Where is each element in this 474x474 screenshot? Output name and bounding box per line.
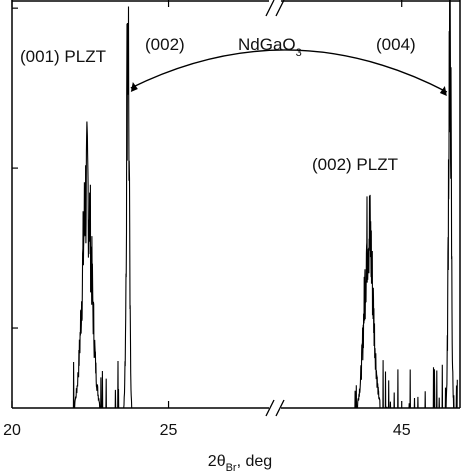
series-trace-0 bbox=[68, 6, 138, 409]
axis-break-bottom-slash-1 bbox=[265, 399, 275, 417]
x-axis-title-subscript: Br bbox=[226, 462, 237, 474]
ndgao3-arrowhead-left bbox=[130, 82, 138, 92]
annotation-ndgao3: NdGaO3 bbox=[238, 35, 302, 59]
x-tick-label-2: 45 bbox=[393, 422, 411, 439]
annotation-ndgao3-sub: 3 bbox=[296, 47, 302, 59]
axis-break-top bbox=[265, 0, 285, 17]
axis-break-top-slash-2 bbox=[275, 0, 285, 17]
x-tick-label-0: 20 bbox=[3, 422, 21, 439]
x-axis-title-base: 2θ bbox=[208, 453, 226, 470]
annotation-004: (004) bbox=[376, 35, 416, 54]
annotation-001-plzt: (001) PLZT bbox=[20, 47, 106, 66]
plot-area bbox=[11, 0, 461, 417]
ndgao3-connector-arc bbox=[130, 49, 448, 93]
annotation-ndgao3-main: NdGaO bbox=[238, 35, 296, 54]
axis-break-bottom-slash-2 bbox=[275, 399, 285, 417]
axis-break-top-slash-1 bbox=[265, 0, 275, 17]
x-tick-label-1: 25 bbox=[160, 422, 178, 439]
ndgao3-arrowhead-right bbox=[439, 86, 447, 96]
x-axis-title-suffix: , deg bbox=[237, 453, 273, 470]
annotation-002-plzt: (002) PLZT bbox=[312, 155, 398, 174]
annotation-002: (002) bbox=[145, 35, 185, 54]
axis-break-bottom-cover bbox=[269, 400, 281, 416]
series-trace-1 bbox=[351, 0, 458, 409]
axis-break-top-cover bbox=[269, 0, 281, 16]
axis-break-bottom bbox=[265, 399, 285, 417]
x-axis-title: 2θBr, deg bbox=[208, 453, 272, 474]
